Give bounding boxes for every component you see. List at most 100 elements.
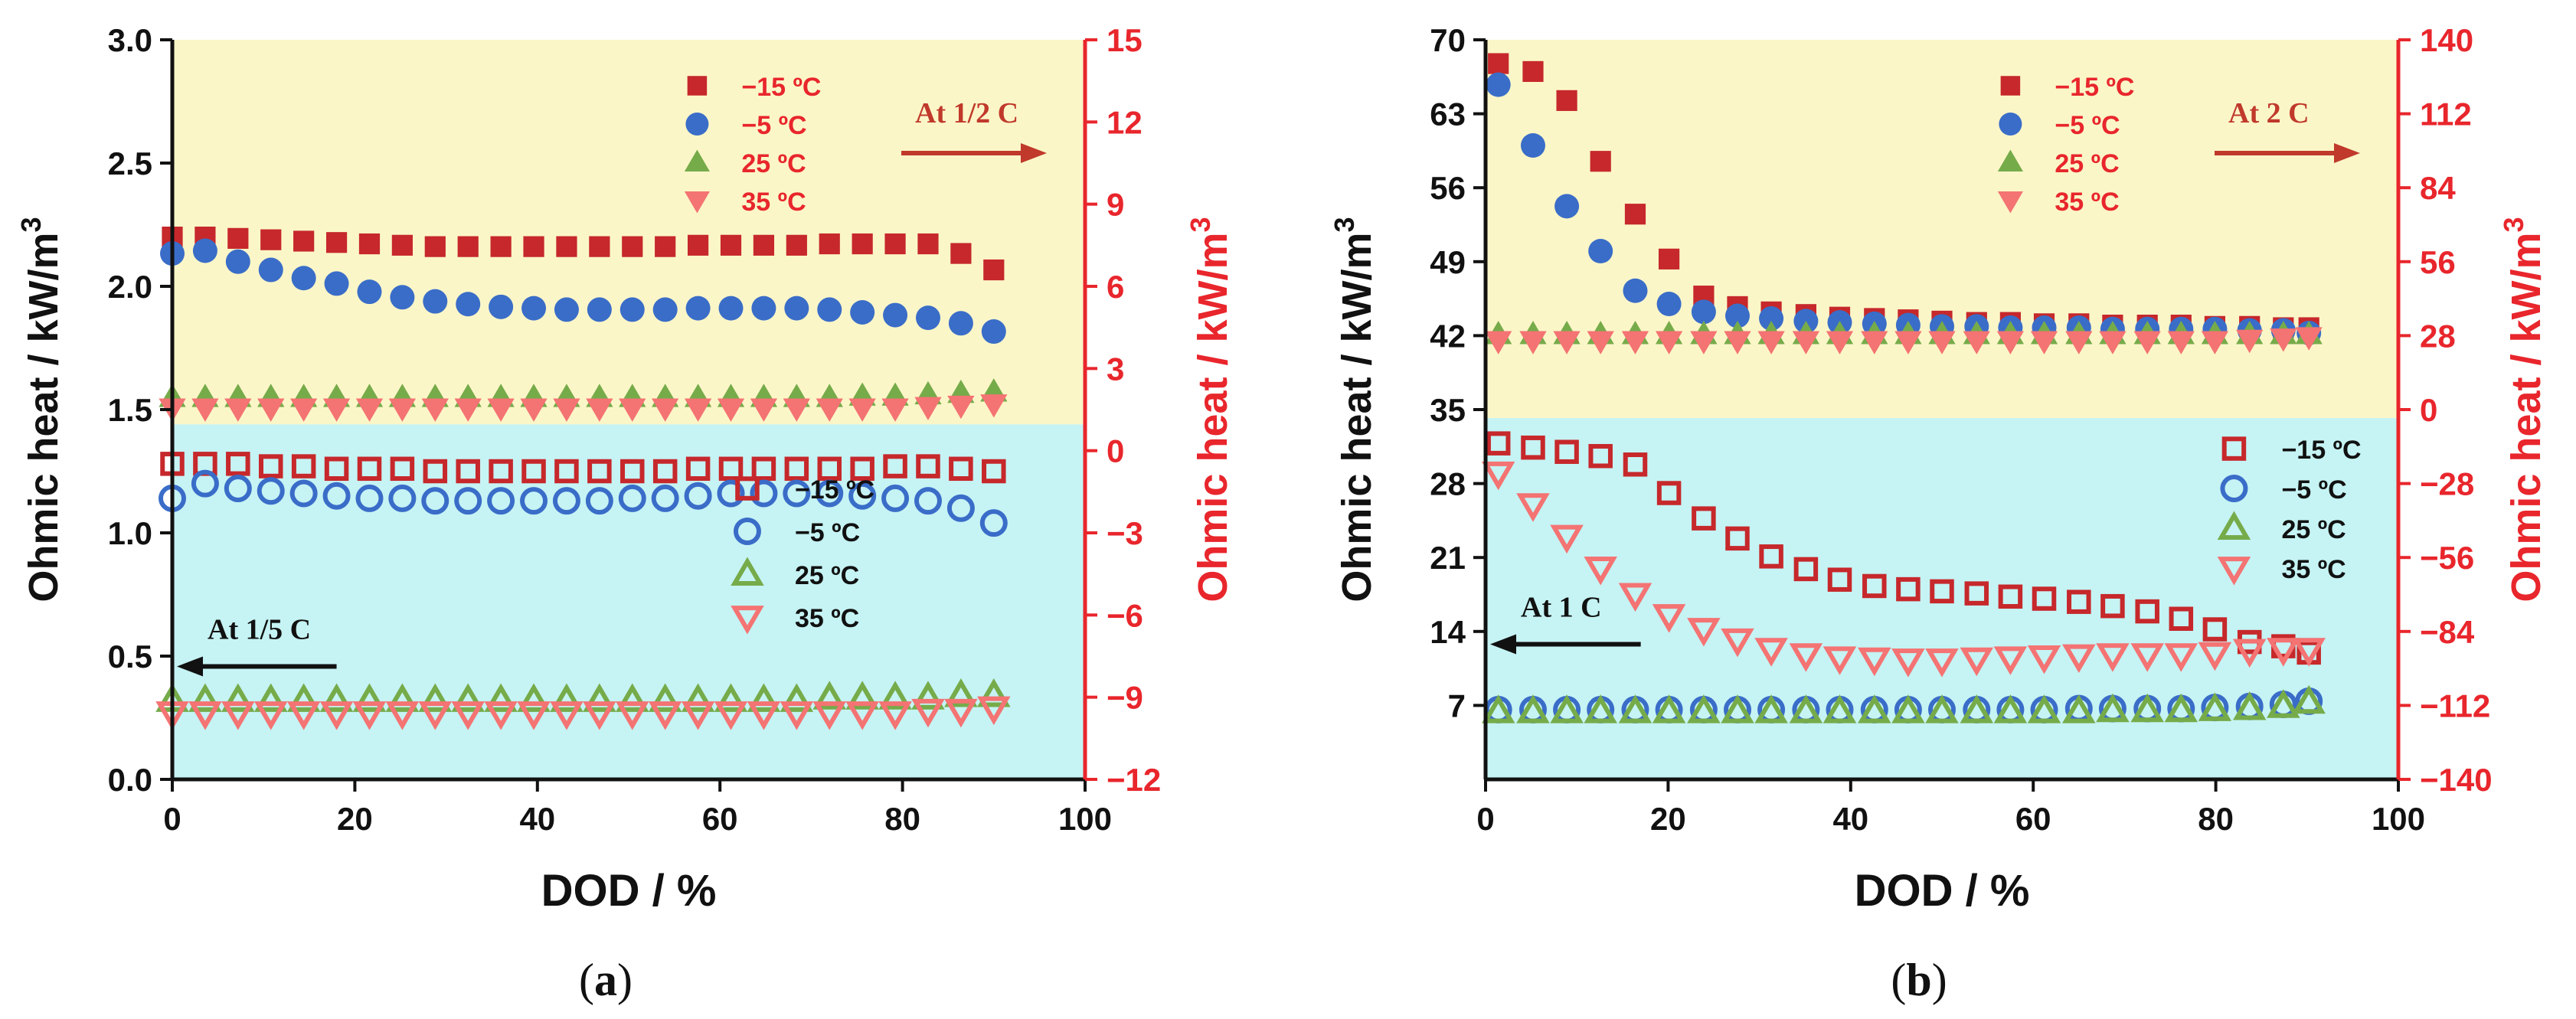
y-left-axis-title: Ohmic heat / kW/m3	[15, 217, 67, 602]
point-m15-open	[521, 459, 546, 484]
x-tick-label: 40	[519, 801, 555, 837]
point-p25-open	[2232, 691, 2267, 720]
point-m5-filled	[423, 289, 448, 314]
point-p25-open	[812, 681, 846, 710]
y-left-tick-label: 42	[1430, 318, 1466, 354]
point-p35-open	[385, 701, 420, 730]
point-m15-filled	[358, 233, 381, 255]
point-m5-filled	[1691, 299, 1716, 325]
point-m15-filled	[457, 236, 479, 257]
x-tick-label: 60	[702, 801, 738, 837]
point-m15-open	[390, 456, 415, 482]
point-m5-open	[224, 475, 252, 503]
lower-legend: −15 ºC −5 ºC 25 ºC 35 ºC	[2217, 436, 2362, 586]
y-right-tick-label: 140	[2420, 22, 2473, 58]
legend-marker-p25	[1997, 149, 2023, 171]
lower-band	[1486, 418, 2398, 779]
point-m5-filled	[554, 297, 579, 322]
point-p35-filled	[257, 398, 285, 422]
point-m5-open	[783, 479, 811, 508]
point-p35-filled	[224, 398, 252, 422]
point-p35-open	[484, 701, 518, 730]
legend-marker-open-m15	[2221, 436, 2247, 461]
legend-marker-open-p25	[731, 557, 764, 586]
series-left-p25	[1481, 684, 2326, 723]
point-p25-open	[2267, 689, 2300, 718]
point-p25-open	[1822, 694, 1857, 723]
point-p25-open	[681, 683, 715, 712]
point-p35-filled	[1996, 331, 2025, 354]
point-m5-filled	[1759, 305, 1784, 331]
legend-label: 35 ºC	[741, 188, 806, 217]
point-p35-open	[616, 701, 649, 730]
point-m5-open	[585, 487, 613, 515]
point-m5-filled	[225, 249, 250, 274]
point-m15-open	[2135, 599, 2159, 624]
point-p35-filled	[586, 398, 613, 422]
point-p35-open	[2096, 643, 2130, 672]
legend-marker-p35	[684, 191, 710, 214]
point-p35-filled	[652, 398, 679, 422]
point-m15-filled	[884, 233, 906, 255]
point-p35-filled	[1621, 331, 1649, 354]
point-p35-open	[2232, 639, 2267, 668]
y-right-axis-title-sup: 3	[2498, 217, 2529, 232]
point-m5-open	[684, 482, 712, 510]
point-m15-open	[324, 456, 349, 482]
point-p35-open	[1754, 638, 1788, 667]
legend-label: −5 ºC	[741, 111, 806, 140]
point-m15-open	[456, 459, 480, 484]
point-m15-open	[1827, 567, 1852, 592]
y-left-tick-label: 2.5	[108, 145, 152, 181]
point-m15-filled	[391, 234, 413, 256]
point-p35-filled	[1655, 331, 1683, 354]
y-right-tick-label: −9	[1107, 680, 1143, 716]
point-p35-open	[2130, 643, 2164, 672]
legend-label: −5 ºC	[2281, 475, 2346, 505]
point-m15-open	[1656, 481, 1682, 505]
panel-label-close: )	[617, 955, 633, 1005]
lower-legend: −15 ºC −5 ºC 25 ºC 35 ºC	[731, 475, 874, 635]
point-m15-open	[1588, 443, 1613, 469]
point-p35-filled	[750, 398, 778, 422]
point-m5-open	[618, 484, 646, 512]
legend-label: −15 ºC	[2281, 436, 2361, 465]
y-right-tick-label: −140	[2420, 762, 2493, 798]
point-p35-filled	[1690, 331, 1718, 354]
legend-marker-open-m5	[733, 518, 761, 546]
point-p25-open	[484, 683, 518, 712]
y-right-tick-label: −84	[2420, 614, 2475, 650]
y-right-tick-label: 112	[2420, 96, 2472, 132]
y-left-tick-label: 1.5	[108, 392, 152, 428]
point-p25-open	[1925, 694, 1959, 723]
point-m5-open	[520, 487, 548, 515]
point-p35-open	[1550, 524, 1584, 554]
point-p35-open	[1584, 557, 1617, 586]
y-right-tick-label: −28	[2420, 466, 2474, 502]
legend-marker-open-m15	[735, 476, 760, 501]
point-p35-filled	[1519, 331, 1547, 354]
point-m5-filled	[948, 311, 973, 336]
point-p35-open	[2292, 638, 2326, 667]
point-p35-open	[845, 701, 879, 730]
point-m15-filled	[556, 236, 577, 257]
legend-label: 25 ºC	[2055, 149, 2119, 178]
point-p35-filled	[1724, 331, 1751, 354]
point-p35-filled	[191, 398, 219, 422]
point-p35-filled	[2295, 327, 2323, 351]
point-m5-filled	[883, 302, 908, 328]
point-p25-open	[1652, 694, 1686, 723]
point-p35-filled	[2236, 329, 2264, 354]
y-right-axis-title-text: Ohmic heat / kW/m	[2503, 232, 2549, 602]
point-p35-filled	[717, 398, 745, 422]
point-p25-open	[352, 683, 387, 712]
point-p35-open	[2062, 644, 2096, 674]
point-p35-filled	[980, 394, 1008, 418]
y-left-tick-label: 56	[1430, 170, 1466, 206]
point-p25-open	[977, 678, 1011, 707]
point-m5-open	[979, 509, 1008, 537]
point-p35-open	[286, 701, 321, 730]
right-arrow-head	[1021, 143, 1047, 163]
point-m15-open	[685, 456, 711, 482]
